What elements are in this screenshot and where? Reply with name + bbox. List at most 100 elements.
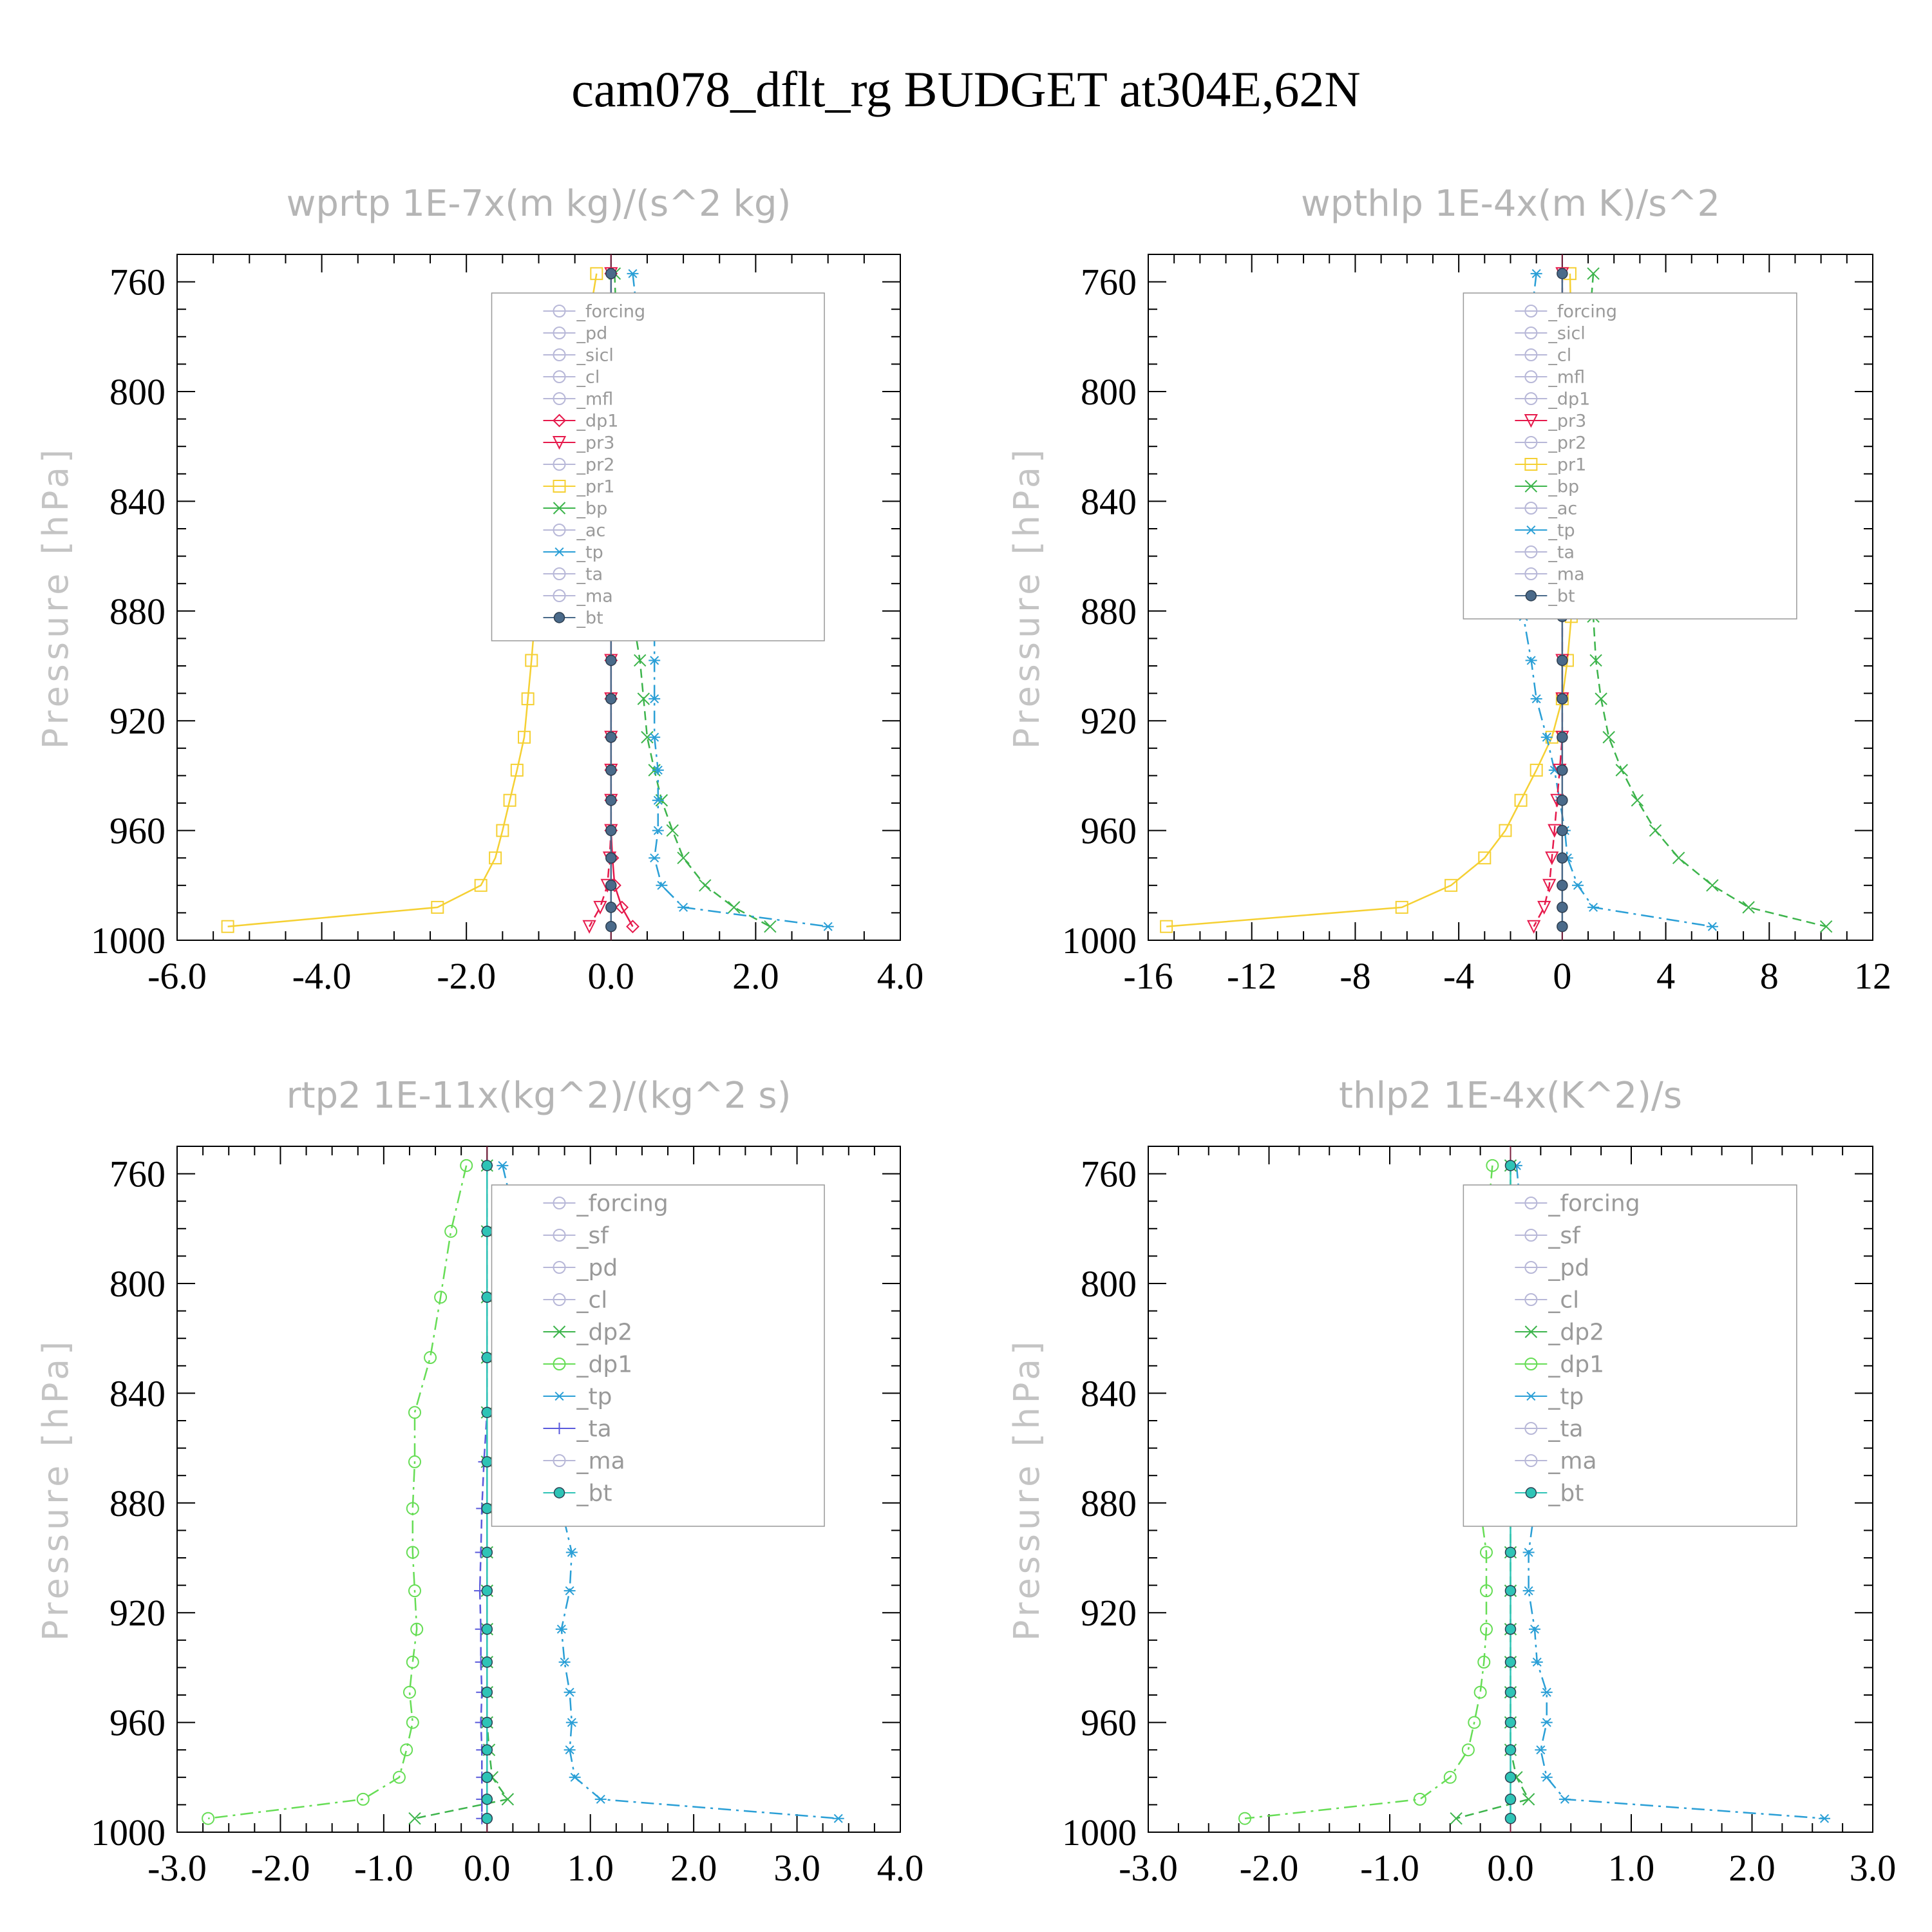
data-point	[649, 656, 661, 665]
data-point	[652, 765, 664, 775]
data-point	[626, 920, 639, 934]
data-point	[1480, 1622, 1493, 1636]
legend-marker	[1524, 370, 1538, 383]
legend-label: _ma	[1548, 1448, 1596, 1475]
data-point	[555, 1624, 567, 1634]
data-point	[605, 920, 617, 933]
y-tick-label: 760	[1081, 261, 1137, 303]
data-point	[1557, 852, 1568, 864]
legend-label: _ac	[576, 520, 606, 540]
data-point	[1571, 880, 1584, 890]
legend-label: _forcing	[576, 1191, 668, 1217]
data-point	[1527, 920, 1541, 934]
data-point	[481, 1585, 493, 1596]
data-point	[481, 1456, 493, 1468]
legend-label: _ma	[576, 1448, 625, 1475]
legend-marker	[553, 589, 566, 602]
y-tick-label: 760	[1081, 1153, 1137, 1195]
data-point	[582, 920, 596, 934]
x-tick-label: 0	[1553, 955, 1571, 997]
data-point	[1602, 731, 1615, 744]
legend-label: _tp	[576, 1384, 612, 1410]
x-tick-label: -12	[1227, 955, 1276, 997]
data-point	[221, 920, 234, 933]
legend-label: _bt	[576, 608, 603, 628]
data-point	[590, 267, 603, 280]
y-tick-label: 920	[109, 1592, 166, 1634]
x-tick-label: -2.0	[1240, 1847, 1299, 1889]
legend-marker	[553, 547, 565, 557]
data-point	[489, 851, 502, 865]
legend-label: _pr1	[1548, 455, 1586, 475]
legend-marker	[553, 1293, 566, 1306]
data-point	[564, 1586, 576, 1596]
data-point	[406, 1546, 419, 1559]
y-tick-label: 960	[1081, 1702, 1137, 1744]
data-point	[649, 853, 661, 863]
x-tick-label: -4	[1443, 955, 1474, 997]
data-point	[728, 901, 741, 914]
x-tick-label: 4.0	[877, 1847, 924, 1889]
data-point	[605, 902, 617, 913]
legend-label: _pr2	[1548, 433, 1586, 453]
legend-marker	[553, 1423, 565, 1434]
y-tick-label: 840	[109, 1372, 166, 1414]
data-point	[408, 1406, 421, 1419]
legend-label: _forcing	[576, 301, 646, 321]
data-point	[503, 793, 516, 807]
legend-label: _sicl	[1548, 323, 1585, 343]
data-point	[1706, 922, 1718, 931]
data-point	[605, 880, 617, 891]
x-tick-label: -2.0	[251, 1847, 310, 1889]
legend-marker	[553, 1391, 565, 1401]
x-tick-label: 1.0	[567, 1847, 614, 1889]
data-point	[1557, 824, 1568, 837]
data-point	[1522, 1793, 1535, 1806]
data-point	[1443, 1770, 1457, 1784]
legend-marker	[1524, 1325, 1538, 1338]
legend-label: _dp1	[576, 1352, 633, 1378]
data-point	[1587, 902, 1600, 912]
legend-label: _forcing	[1548, 1191, 1640, 1217]
data-point	[822, 922, 834, 931]
legend-box	[491, 1184, 825, 1527]
data-point	[605, 794, 617, 806]
data-point	[481, 1772, 493, 1783]
data-point	[481, 1656, 493, 1668]
data-point	[392, 1770, 406, 1784]
legend-label: _cl	[576, 1287, 608, 1314]
data-point	[408, 1584, 421, 1598]
legend-label: _tp	[1548, 1384, 1584, 1410]
x-tick-label: 2.0	[732, 955, 779, 997]
legend-marker	[1524, 305, 1538, 317]
series-line	[207, 1165, 468, 1819]
legend-label: _cl	[1548, 345, 1571, 365]
data-point	[1160, 920, 1173, 933]
y-tick-label: 800	[1081, 1263, 1137, 1305]
data-point	[1529, 1624, 1540, 1634]
data-point	[1557, 920, 1568, 933]
data-point	[1542, 878, 1557, 893]
data-point	[1587, 267, 1600, 280]
data-point	[434, 1291, 448, 1304]
legend-marker	[553, 370, 566, 383]
data-point	[481, 1546, 493, 1558]
y-axis-label: Pressure [hPa]	[1007, 446, 1047, 749]
data-point	[605, 824, 617, 837]
data-point	[402, 1685, 416, 1699]
data-point	[525, 654, 538, 667]
y-tick-label: 800	[109, 371, 166, 413]
y-tick-label: 960	[1081, 810, 1137, 852]
data-point	[615, 900, 629, 914]
legend-marker	[553, 502, 566, 515]
data-point	[677, 851, 690, 864]
legend-label: _sf	[576, 1223, 610, 1249]
legend-label: _bp	[1548, 477, 1579, 497]
y-tick-label: 840	[109, 480, 166, 522]
data-point	[1468, 1716, 1481, 1729]
data-point	[564, 1687, 576, 1697]
legend-label: _pr3	[576, 433, 615, 453]
panel-title: rtp2 1E-11x(kg^2)/(kg^2 s)	[287, 1075, 791, 1117]
legend-label: _dp1	[1548, 389, 1590, 409]
legend-marker	[1525, 525, 1537, 535]
